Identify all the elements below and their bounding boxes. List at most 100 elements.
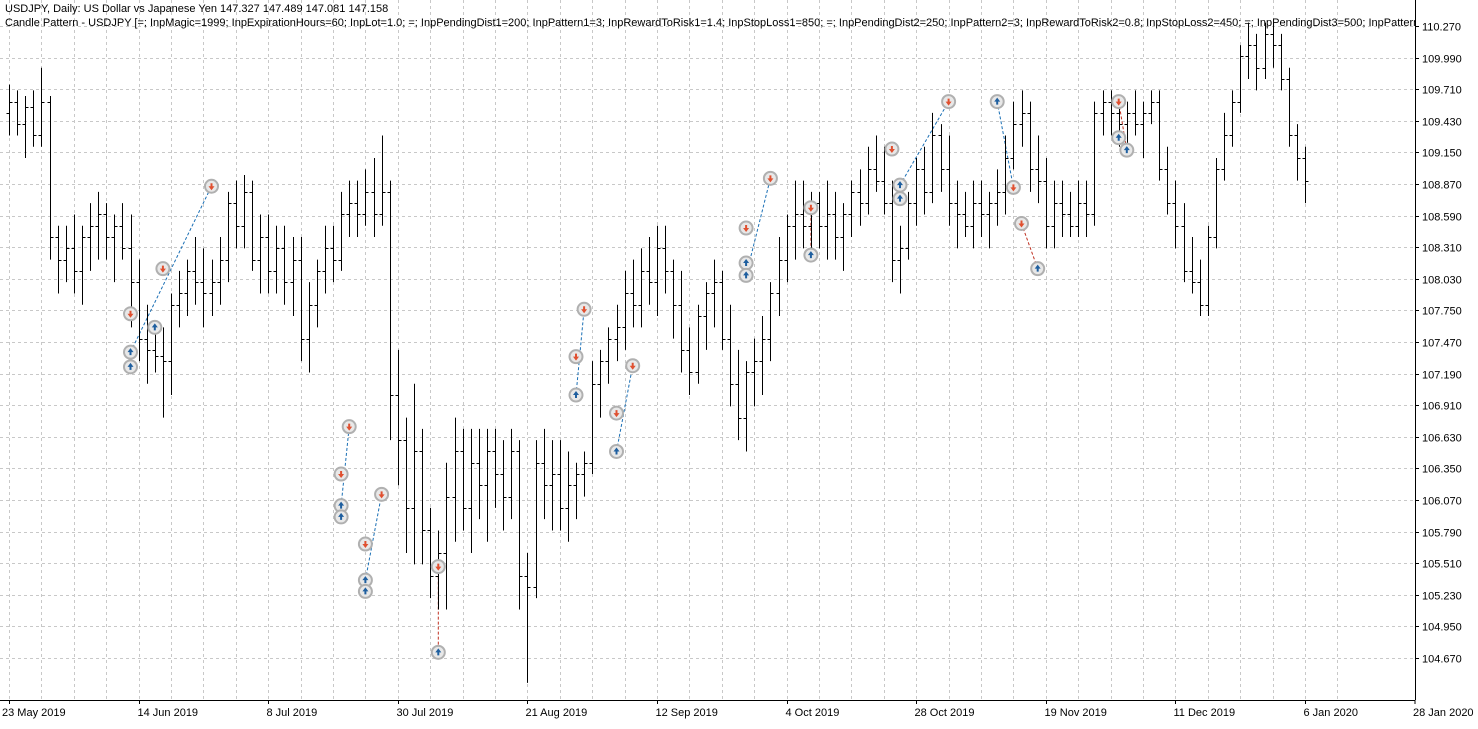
ohlc-bar: [1294, 124, 1301, 181]
marker-arrow: [208, 183, 215, 191]
marker-arrow: [1034, 264, 1041, 272]
y-tick-label: 108.030: [1422, 275, 1462, 287]
sell-marker-icon: [204, 178, 219, 194]
ohlc-bar: [1181, 203, 1188, 283]
ohlc-bar: [565, 451, 572, 542]
marker-arrow: [378, 491, 385, 499]
ohlc-bar: [111, 214, 118, 283]
ohlc-bar: [443, 462, 450, 610]
ohlc-bar: [176, 270, 183, 328]
ohlc-bar: [71, 214, 78, 294]
y-tick-label: 110.270: [1422, 22, 1461, 34]
ohlc-bar: [30, 90, 37, 147]
grid: [0, 0, 1415, 700]
y-tick-label: 107.190: [1422, 370, 1462, 382]
ohlc-bar: [22, 95, 29, 159]
ohlc-bar: [622, 270, 629, 350]
ohlc-bar: [55, 225, 62, 294]
x-tick-label: 28 Jan 2020: [1413, 707, 1474, 719]
buy-marker-icon: [1119, 142, 1135, 158]
ohlc-bar: [492, 428, 499, 508]
marker-arrow: [362, 541, 369, 549]
ohlc-bar: [605, 327, 612, 384]
ohlc-bar: [589, 361, 596, 475]
x-tick-label: 11 Dec 2019: [1174, 707, 1236, 719]
ohlc-bar: [614, 304, 621, 362]
buy-marker-icon: [609, 443, 624, 459]
sell-marker-icon: [430, 559, 446, 575]
sell-marker-icon: [625, 358, 641, 374]
y-tick-label: 104.950: [1422, 622, 1462, 634]
ohlc-bar: [889, 180, 896, 283]
sell-marker-icon: [609, 405, 624, 421]
y-tick-label: 109.710: [1422, 85, 1462, 97]
ohlc-bar: [306, 282, 313, 373]
ohlc-bar: [152, 327, 159, 373]
ohlc-bar: [751, 338, 758, 407]
ohlc-bar: [759, 316, 766, 396]
ohlc-bar: [832, 191, 839, 260]
ohlc-bar: [249, 180, 256, 271]
ohlc-bar: [1108, 90, 1115, 136]
ohlc-bar: [1197, 259, 1204, 317]
ohlc-bar: [460, 428, 467, 531]
y-tick-label: 109.990: [1422, 54, 1462, 66]
y-tick-label: 106.350: [1422, 464, 1462, 476]
ohlc-bar: [184, 259, 191, 317]
marker-arrow: [807, 251, 814, 259]
x-tick-label: 19 Nov 2019: [1045, 707, 1107, 719]
marker-arrow: [743, 271, 750, 279]
marker-arrow: [435, 563, 442, 571]
ohlc-bar: [160, 327, 167, 418]
ohlc-bar: [727, 304, 734, 407]
trade-line: [130, 186, 212, 353]
y-tick-label: 108.870: [1422, 180, 1462, 192]
ohlc-bar: [217, 237, 224, 305]
ohlc-bar: [881, 146, 888, 215]
trade-line: [364, 494, 383, 581]
ohlc-bar: [322, 225, 329, 294]
trade-line: [1021, 223, 1039, 269]
ohlc-bar: [87, 203, 94, 271]
sell-marker-icon: [333, 466, 349, 482]
ohlc-bar: [103, 203, 110, 260]
ohlc-bar: [840, 203, 847, 271]
buy-marker-icon: [357, 583, 373, 599]
ohlc-bar: [549, 440, 556, 531]
ohlc-bar: [14, 90, 21, 136]
buy-marker-icon: [1030, 261, 1046, 277]
ohlc-bar: [1205, 225, 1212, 317]
ohlc-bar: [379, 135, 386, 226]
buy-marker-icon: [147, 319, 163, 335]
ohlc-bar: [581, 451, 588, 497]
ohlc-bar: [346, 180, 353, 238]
marker-arrow: [573, 353, 579, 361]
ohlc-bar: [281, 225, 288, 305]
ohlc-bar: [1035, 135, 1042, 204]
ohlc-bar: [646, 237, 653, 305]
buy-marker-icon: [123, 359, 138, 375]
trade-line: [996, 101, 1014, 188]
ohlc-bar: [63, 225, 70, 283]
ohlc-bar: [816, 191, 823, 249]
x-tick-label: 6 Jan 2020: [1304, 707, 1358, 719]
sell-marker-icon: [1111, 94, 1127, 110]
marker-arrow: [945, 98, 952, 106]
ohlc-bar: [1172, 180, 1179, 249]
ohlc-bar: [411, 383, 418, 565]
buy-marker-icon: [1111, 130, 1127, 146]
ohlc-bar: [905, 191, 912, 260]
ohlc-bar: [1262, 22, 1269, 80]
sell-marker-icon: [123, 306, 138, 322]
ohlc-bar: [913, 158, 920, 226]
ohlc-bar: [1010, 101, 1017, 170]
marker-arrow: [897, 194, 903, 202]
ohlc-bar: [848, 180, 855, 238]
marker-arrow: [338, 501, 345, 509]
sell-marker-icon: [738, 220, 754, 236]
ohlc-bar: [136, 259, 143, 362]
ohlc-bar: [1027, 101, 1034, 192]
marker-arrow: [1115, 133, 1122, 141]
